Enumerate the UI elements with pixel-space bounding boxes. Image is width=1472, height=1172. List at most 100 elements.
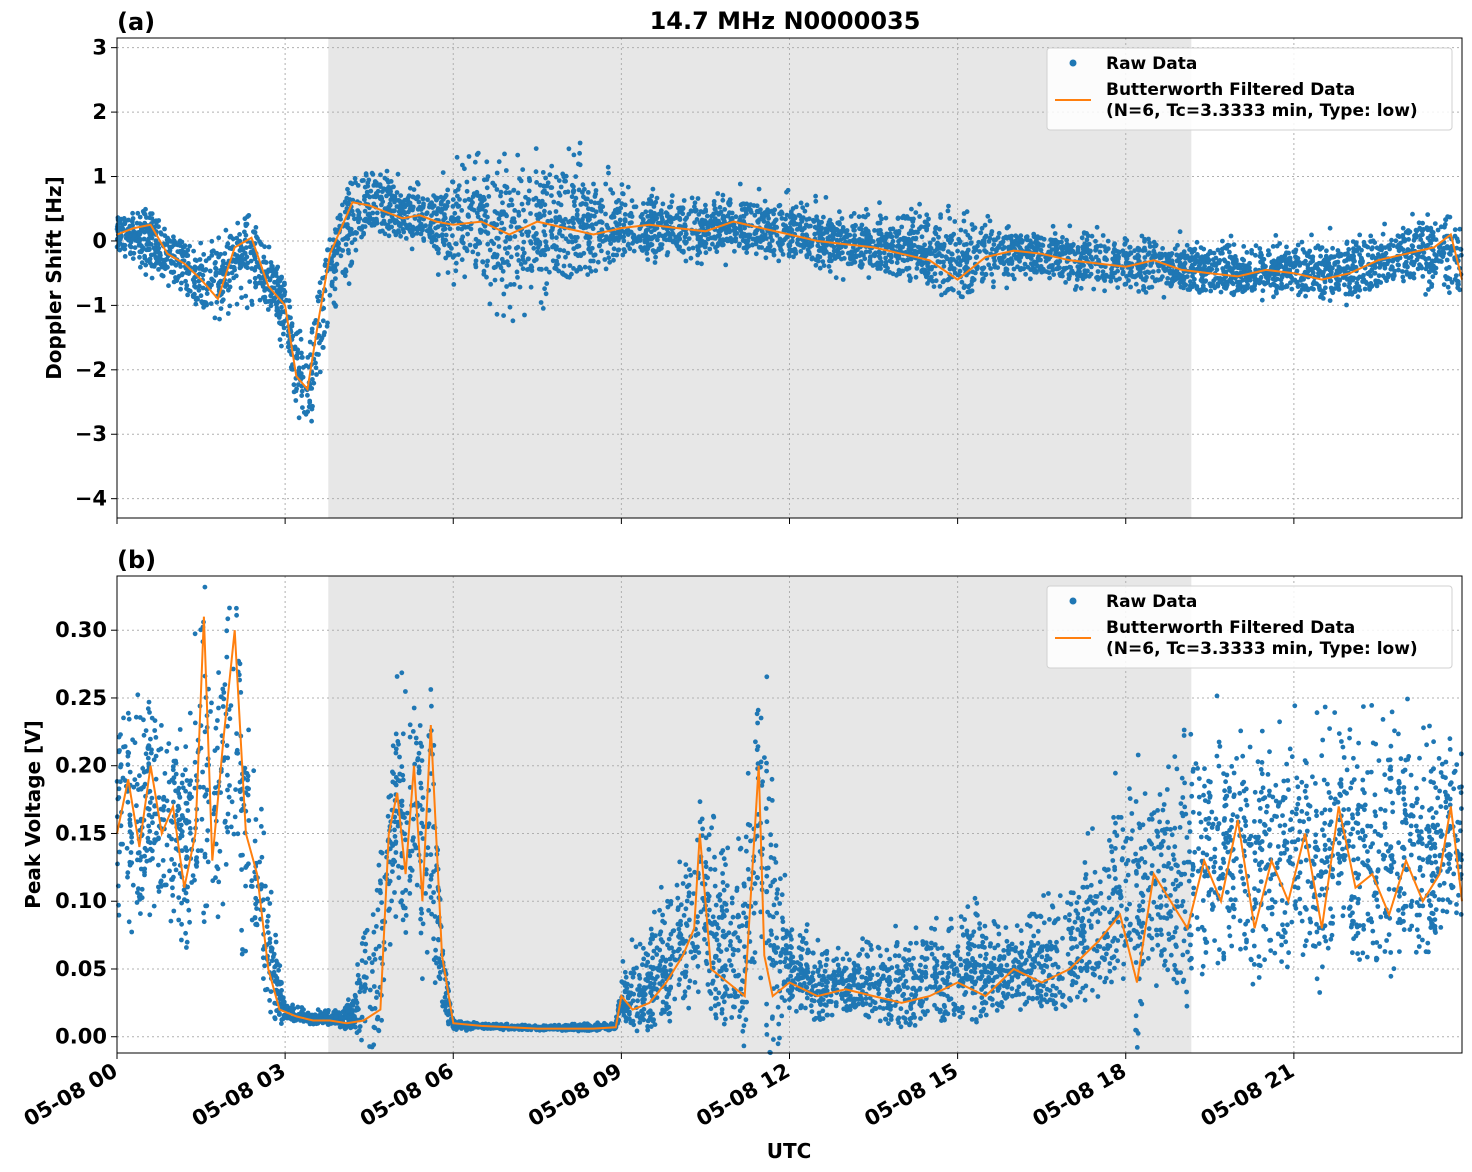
raw-data-point <box>949 251 955 257</box>
raw-data-point <box>521 207 526 213</box>
raw-data-point <box>955 248 960 254</box>
raw-data-point <box>875 237 881 243</box>
legend-marker-raw <box>1069 59 1077 67</box>
raw-data-point <box>1142 255 1148 260</box>
raw-data-point <box>464 188 470 194</box>
raw-data-point <box>783 223 788 229</box>
raw-data-point <box>833 254 839 259</box>
raw-data-point <box>345 186 350 192</box>
raw-data-point <box>364 189 370 195</box>
raw-data-point <box>238 285 244 291</box>
raw-data-point <box>1376 273 1382 279</box>
raw-data-point <box>220 264 225 269</box>
raw-data-point <box>361 231 366 237</box>
raw-data-point <box>839 229 844 235</box>
raw-data-point <box>249 302 255 307</box>
raw-data-point <box>556 200 561 206</box>
raw-data-point <box>352 237 358 243</box>
raw-data-point <box>660 201 666 207</box>
raw-data-point <box>519 232 525 238</box>
raw-data-point <box>494 187 500 192</box>
raw-data-point <box>923 274 929 280</box>
raw-data-point <box>1388 789 1393 795</box>
raw-data-point <box>362 224 368 230</box>
raw-data-point <box>1091 286 1097 292</box>
raw-data-point <box>1284 250 1289 256</box>
raw-data-point <box>281 293 287 298</box>
raw-data-point <box>768 231 773 237</box>
raw-data-point <box>371 952 377 957</box>
raw-data-point <box>1362 286 1368 292</box>
raw-data-point <box>930 278 936 284</box>
raw-data-point <box>991 284 996 290</box>
raw-data-point <box>1159 255 1164 260</box>
raw-data-point <box>315 294 320 300</box>
raw-data-point <box>1400 225 1406 231</box>
raw-data-point <box>1047 275 1052 281</box>
raw-data-point <box>212 315 218 321</box>
raw-data-point <box>652 260 658 265</box>
raw-data-point <box>817 234 823 240</box>
raw-data-point <box>520 266 526 272</box>
raw-data-point <box>252 230 258 235</box>
raw-data-point <box>276 967 281 973</box>
raw-data-point <box>1444 257 1450 263</box>
raw-data-point <box>837 209 842 215</box>
raw-data-point <box>498 189 504 195</box>
raw-data-point <box>946 203 951 209</box>
raw-data-point <box>515 190 521 196</box>
raw-data-point <box>1425 242 1431 248</box>
raw-data-point <box>504 250 510 256</box>
raw-data-point <box>401 229 407 235</box>
raw-data-point <box>317 369 323 375</box>
raw-data-point <box>329 279 335 285</box>
raw-data-point <box>974 254 980 260</box>
raw-data-point <box>1195 266 1201 272</box>
raw-data-point <box>287 304 293 310</box>
raw-data-point <box>541 229 547 235</box>
raw-data-point <box>192 257 198 263</box>
raw-data-point <box>1318 253 1323 259</box>
raw-data-point <box>553 215 559 221</box>
raw-data-point <box>931 284 937 289</box>
raw-data-point <box>1389 264 1395 270</box>
raw-data-point <box>756 245 762 250</box>
raw-data-point <box>138 264 143 270</box>
raw-data-point <box>450 179 456 185</box>
raw-data-point <box>332 286 338 292</box>
raw-data-point <box>645 214 651 219</box>
raw-data-point <box>1235 264 1241 270</box>
raw-data-point <box>1075 264 1081 270</box>
raw-data-point <box>1203 287 1209 293</box>
raw-data-point <box>1161 294 1167 300</box>
raw-data-point <box>856 214 862 220</box>
raw-data-point <box>620 191 625 196</box>
raw-data-point <box>1382 245 1388 251</box>
raw-data-point <box>704 213 710 219</box>
raw-data-point <box>881 250 887 256</box>
raw-data-point <box>1401 278 1406 284</box>
raw-data-point <box>798 249 804 254</box>
raw-data-point <box>1237 286 1242 291</box>
raw-data-point <box>543 266 549 272</box>
raw-data-point <box>1107 274 1113 280</box>
raw-data-point <box>514 269 520 275</box>
raw-data-point <box>169 244 175 250</box>
raw-data-point <box>201 252 207 257</box>
raw-data-point <box>645 257 651 262</box>
raw-data-point <box>932 271 938 277</box>
raw-data-point <box>991 279 996 284</box>
raw-data-point <box>1314 262 1319 267</box>
raw-data-point <box>1313 245 1319 251</box>
raw-data-point <box>605 225 611 231</box>
raw-data-point <box>1142 239 1147 244</box>
raw-data-point <box>1057 271 1063 277</box>
raw-data-point <box>1253 252 1258 258</box>
raw-data-point <box>573 251 579 257</box>
raw-data-point <box>466 154 472 159</box>
raw-data-point <box>213 265 218 271</box>
raw-data-point <box>433 237 439 243</box>
raw-data-point <box>193 301 199 307</box>
raw-data-point <box>577 162 583 168</box>
raw-data-point <box>1199 276 1205 281</box>
